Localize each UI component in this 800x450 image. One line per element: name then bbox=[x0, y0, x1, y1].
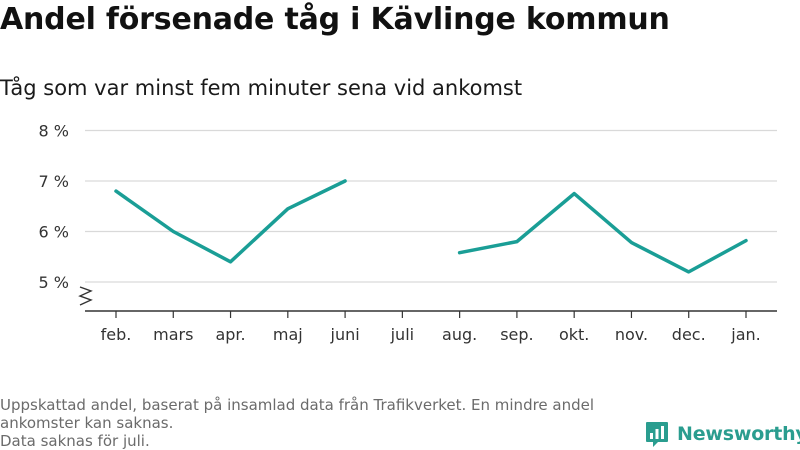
x-tick-label: apr. bbox=[215, 325, 245, 344]
y-tick-label: 7 % bbox=[39, 172, 69, 191]
footnote-source: Uppskattad andel, baserat på insamlad da… bbox=[0, 396, 595, 432]
axis-break-icon bbox=[78, 286, 93, 306]
x-tick-label: jan. bbox=[730, 325, 760, 344]
x-tick-label: dec. bbox=[672, 325, 706, 344]
x-tick-label: maj bbox=[273, 325, 303, 344]
y-tick-label: 5 % bbox=[39, 273, 69, 292]
brand-name: Newsworthy bbox=[677, 423, 800, 445]
y-tick-label: 6 % bbox=[39, 223, 69, 242]
x-tick-label: nov. bbox=[615, 325, 648, 344]
x-tick-label: juni bbox=[330, 325, 360, 344]
chart-subtitle: Tåg som var minst fem minuter sena vid a… bbox=[0, 76, 523, 100]
x-tick-label: okt. bbox=[559, 325, 589, 344]
x-tick-label: juli bbox=[390, 325, 414, 344]
newsworthy-logo-icon bbox=[646, 421, 668, 447]
y-tick-label: 8 % bbox=[39, 122, 69, 141]
brand-logo: Newsworthy bbox=[645, 420, 800, 448]
footnote: Uppskattad andel, baserat på insamlad da… bbox=[0, 396, 630, 450]
x-tick-label: feb. bbox=[101, 325, 132, 344]
x-tick-label: mars bbox=[153, 325, 193, 344]
x-tick-label: sep. bbox=[500, 325, 533, 344]
x-tick-label: aug. bbox=[442, 325, 477, 344]
series-line-segment bbox=[114, 179, 347, 264]
footnote-missing-data: Data saknas för juli. bbox=[0, 432, 150, 450]
chart-title: Andel försenade tåg i Kävlinge kommun bbox=[0, 2, 670, 37]
series-line-segment bbox=[457, 191, 748, 274]
